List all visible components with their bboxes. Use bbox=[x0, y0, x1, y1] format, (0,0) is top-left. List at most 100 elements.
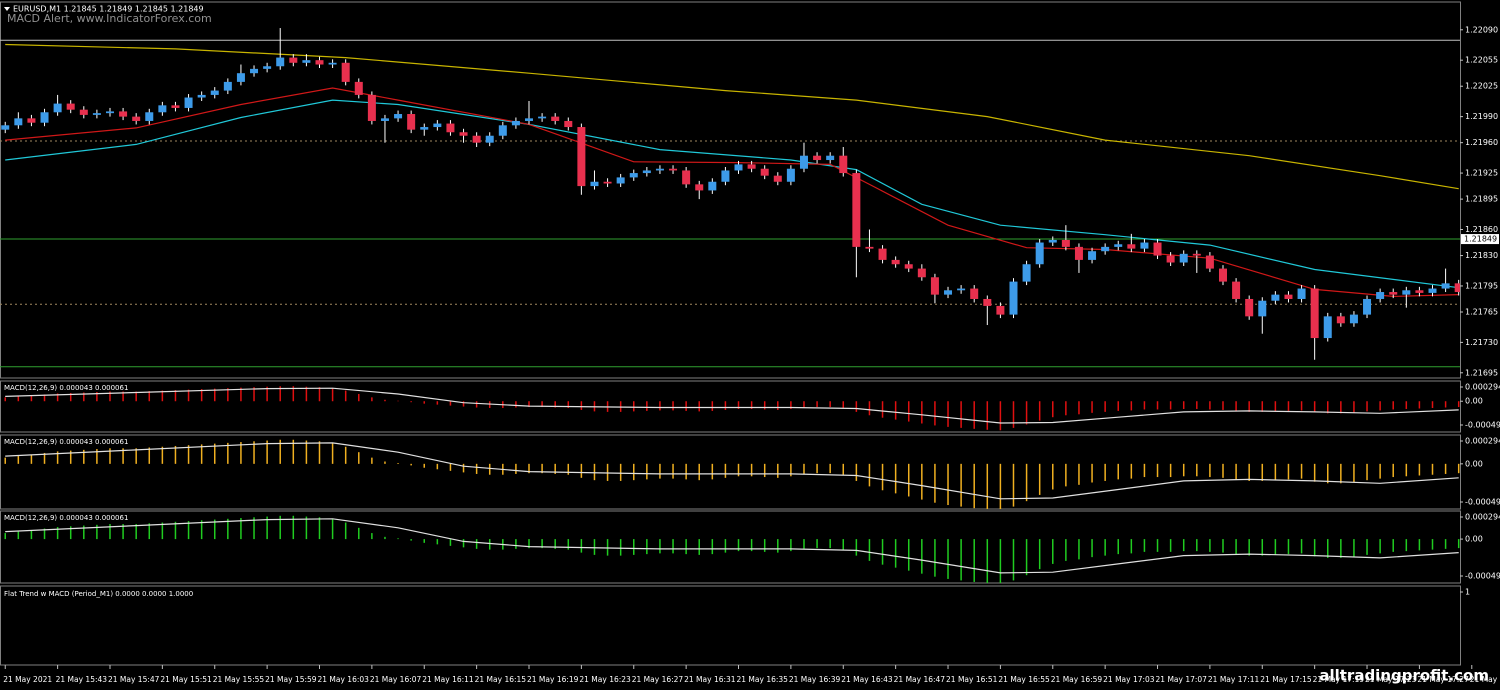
macd-bar bbox=[1274, 539, 1277, 555]
macd-bar bbox=[1366, 463, 1368, 481]
candle-body bbox=[708, 181, 717, 191]
macd-bar bbox=[1143, 401, 1146, 410]
macd-bar bbox=[56, 393, 59, 402]
signal-line bbox=[5, 442, 1459, 500]
macd-bar bbox=[1457, 463, 1460, 474]
macd-bar bbox=[56, 527, 59, 540]
candle-body bbox=[223, 81, 232, 91]
macd-bar bbox=[384, 461, 386, 464]
flat-tick-label: 1 bbox=[1465, 588, 1470, 597]
candle-body bbox=[210, 90, 219, 95]
macd-bar bbox=[750, 539, 753, 552]
macd-bar bbox=[855, 401, 858, 412]
candle-body bbox=[1101, 246, 1110, 252]
macd-bar bbox=[423, 463, 426, 468]
price-tick-label: 1.21830 bbox=[1465, 251, 1498, 260]
macd-bar bbox=[790, 401, 792, 409]
macd-bar bbox=[921, 539, 923, 574]
macd-bar bbox=[83, 525, 85, 540]
candle-body bbox=[1441, 283, 1450, 289]
macd-bar bbox=[135, 448, 137, 464]
macd-bar bbox=[868, 463, 871, 487]
time-label: 21 May 16:59 bbox=[1051, 675, 1103, 684]
macd-bar bbox=[30, 530, 33, 540]
macd-bar bbox=[881, 539, 884, 565]
candle-body bbox=[577, 127, 586, 187]
macd-bar bbox=[436, 401, 439, 405]
macd-panel bbox=[0, 380, 1461, 433]
macd-bar bbox=[279, 515, 281, 540]
macd-bar bbox=[541, 539, 543, 549]
macd-bar bbox=[96, 449, 98, 464]
macd-bar bbox=[960, 539, 962, 581]
macd-label: MACD(12,26,9) 0.000043 0.000061 bbox=[4, 514, 128, 522]
macd-bar bbox=[711, 463, 714, 480]
macd-bar bbox=[1353, 539, 1355, 558]
macd-bar bbox=[1196, 401, 1198, 409]
macd-tick-label: -0.000491 bbox=[1465, 498, 1500, 507]
macd-bar bbox=[921, 401, 923, 424]
macd-label: MACD(12,26,9) 0.000043 0.000061 bbox=[4, 384, 128, 392]
macd-bar bbox=[305, 386, 308, 402]
candle-body bbox=[1218, 268, 1227, 282]
candle-body bbox=[92, 113, 101, 115]
macd-label: MACD(12,26,9) 0.000043 0.000061 bbox=[4, 438, 128, 446]
macd-bar bbox=[410, 463, 412, 466]
indicator-subtitle: MACD Alert, www.IndicatorForex.com bbox=[7, 12, 212, 25]
price-tick-label: 1.21925 bbox=[1465, 169, 1498, 178]
macd-bar bbox=[4, 533, 6, 540]
macd-bar bbox=[109, 448, 111, 464]
candle-body bbox=[917, 268, 926, 278]
candle-body bbox=[1258, 300, 1267, 317]
signal-line bbox=[5, 387, 1459, 424]
macd-bar bbox=[4, 397, 6, 402]
macd-bar bbox=[803, 401, 805, 408]
panel-content bbox=[0, 28, 1460, 368]
candle-body bbox=[1389, 292, 1398, 295]
candle-body bbox=[459, 132, 468, 136]
macd-bar bbox=[318, 517, 321, 540]
macd-bar bbox=[122, 524, 124, 540]
macd-bar bbox=[1065, 401, 1067, 416]
menu-arrow[interactable] bbox=[4, 7, 10, 11]
macd-bar bbox=[43, 394, 46, 402]
macd-tick-label: -0.000491 bbox=[1465, 421, 1500, 430]
macd-bar bbox=[122, 448, 124, 464]
candle-body bbox=[603, 181, 612, 184]
macd-bar bbox=[659, 539, 661, 554]
macd-bar bbox=[200, 389, 203, 402]
macd-bar bbox=[528, 463, 530, 474]
plot-layer: 1.22090 1.22055 1.22025 1.21990 1.21960 1.219… bbox=[0, 25, 1500, 684]
macd-bar bbox=[279, 439, 281, 464]
candle-body bbox=[1179, 253, 1188, 263]
panel-content bbox=[4, 439, 1460, 509]
macd-bar bbox=[1353, 463, 1355, 483]
macd-bar bbox=[1248, 463, 1250, 481]
candle-body bbox=[263, 66, 272, 69]
price-tick-label: 1.21795 bbox=[1465, 281, 1498, 290]
time-label: 21 May 17:31 bbox=[1470, 675, 1500, 684]
macd-bar bbox=[1130, 463, 1133, 479]
macd-bar bbox=[1065, 539, 1067, 561]
time-label: 21 May 16:07 bbox=[370, 675, 422, 684]
candle-body bbox=[472, 135, 481, 143]
candle-body bbox=[538, 116, 547, 119]
macd-bar bbox=[1117, 463, 1119, 480]
macd-bar bbox=[410, 401, 412, 403]
macd-bar bbox=[973, 401, 975, 429]
candle-body bbox=[1192, 253, 1201, 256]
macd-bar bbox=[1130, 401, 1133, 411]
time-label: 21 May 16:43 bbox=[841, 675, 893, 684]
candle-body bbox=[184, 97, 193, 108]
time-label: 21 May 16:27 bbox=[632, 675, 684, 684]
macd-bar bbox=[109, 524, 111, 540]
candle-body bbox=[983, 298, 992, 306]
candle-body bbox=[642, 170, 651, 174]
candle-body bbox=[14, 118, 23, 126]
macd-bar bbox=[69, 526, 72, 540]
macd-bar bbox=[436, 463, 439, 470]
price-tick-label: 1.21765 bbox=[1465, 308, 1498, 317]
candle-body bbox=[105, 111, 114, 114]
macd-bar bbox=[187, 389, 190, 402]
candle-body bbox=[721, 170, 730, 182]
